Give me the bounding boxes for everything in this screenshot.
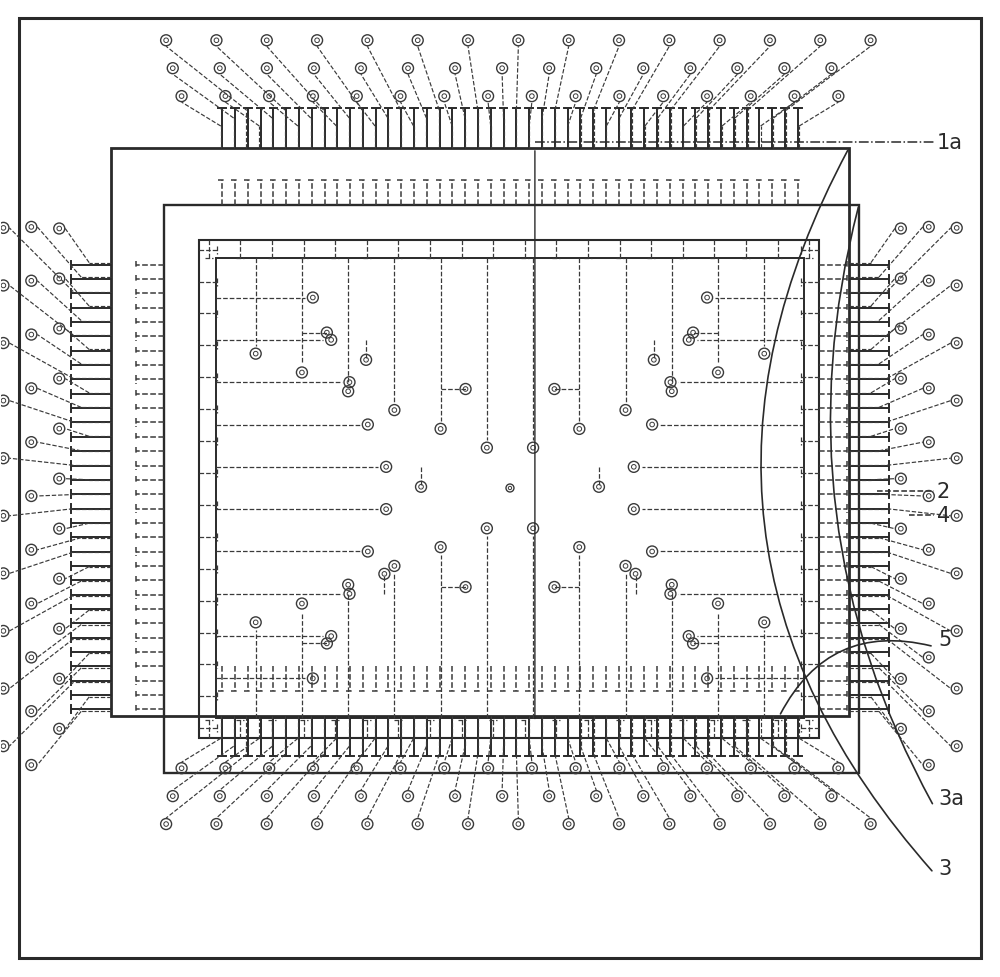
Bar	[199, 240, 819, 739]
Text: 2: 2	[937, 482, 950, 501]
Text: 1a: 1a	[937, 133, 963, 152]
Bar	[111, 149, 849, 716]
Text: 3: 3	[939, 858, 952, 878]
Text: 5: 5	[939, 629, 952, 649]
Text: 3a: 3a	[939, 788, 965, 808]
Text: 4: 4	[937, 505, 950, 526]
Bar	[164, 205, 859, 774]
Bar	[216, 258, 804, 719]
